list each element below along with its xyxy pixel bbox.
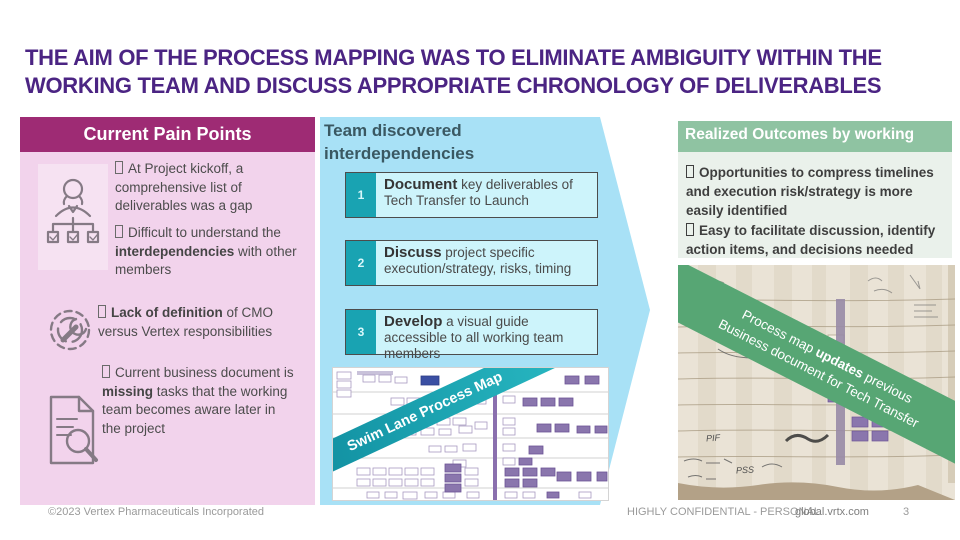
outcomes-header-line-1: Realized Outcomes by working <box>685 126 915 143</box>
gear-wrench-icon <box>34 290 110 368</box>
pain-bullet-4: Current business document is missing tas… <box>102 365 294 436</box>
outcomes-bullet-2: Easy to facilitate discussion, identify … <box>686 223 936 257</box>
footer-confidential: HIGHLY CONFIDENTIAL - PERSONAL <box>627 506 820 518</box>
process-panel: Team discovered interdependencies 1 Docu… <box>320 117 654 505</box>
step-number: 3 <box>346 310 376 354</box>
swim-lane-process-map-image: Swim Lane Process Map <box>333 368 608 500</box>
pain-bullet-1: At Project kickoff, a comprehensive list… <box>115 161 253 213</box>
step-row-2: 2 Discuss project specific execution/str… <box>345 240 598 286</box>
title-line-1: THE AIM OF THE PROCESS MAPPING WAS TO EL… <box>25 45 882 70</box>
bullet-square-icon <box>98 305 106 318</box>
step-text: Develop a visual guide accessible to all… <box>384 313 564 362</box>
bullet-square-icon <box>686 223 694 236</box>
outcomes-header-bar <box>678 121 952 152</box>
pain-points-panel: Current Pain Points At Project kickof <box>20 117 315 505</box>
handwriting-annotation: PSS <box>735 464 755 476</box>
pain-points-header: Current Pain Points <box>20 117 315 152</box>
handwriting-annotation: PIF <box>705 432 721 444</box>
page-title: THE AIM OF THE PROCESS MAPPING WAS TO EL… <box>25 44 940 100</box>
footer-copyright: ©2023 Vertex Pharmaceuticals Incorporate… <box>48 506 265 518</box>
outcomes-bullet-1: Opportunities to compress timelines and … <box>686 165 934 218</box>
outcomes-header: Realized Outcomes by working team <box>678 121 952 158</box>
step-number: 1 <box>346 173 376 217</box>
outcomes-body: Opportunities to compress timelines and … <box>678 152 952 258</box>
process-header: Team discovered interdependencies <box>324 121 475 163</box>
bullet-square-icon <box>686 165 694 178</box>
bullet-square-icon <box>115 161 123 174</box>
document-magnifier-icon <box>40 388 106 472</box>
step-number: 2 <box>346 241 376 285</box>
step-row-1: 1 Document key deliverables of Tech Tran… <box>345 172 598 218</box>
footer-site: global.vrtx.com <box>795 506 869 518</box>
step-row-3: 3 Develop a visual guide accessible to a… <box>345 309 598 362</box>
title-line-2: WORKING TEAM AND DISCUSS APPROPRIATE CHR… <box>25 73 882 98</box>
whiteboard-photo: PIF PSS Process map updates previous Bus… <box>678 265 955 500</box>
bullet-square-icon <box>115 225 123 238</box>
footer-page-number: 3 <box>903 506 910 518</box>
step-text: Discuss project specific execution/strat… <box>384 244 572 277</box>
step-text: Document key deliverables of Tech Transf… <box>384 176 573 209</box>
pain-points-body: At Project kickoff, a comprehensive list… <box>20 152 315 505</box>
pain-bullet-2: Difficult to understand the interdepende… <box>115 225 297 277</box>
delegation-person-icon <box>38 164 108 270</box>
bullet-square-icon <box>102 365 110 378</box>
pain-bullet-3: Lack of definition of CMO versus Vertex … <box>98 305 274 339</box>
